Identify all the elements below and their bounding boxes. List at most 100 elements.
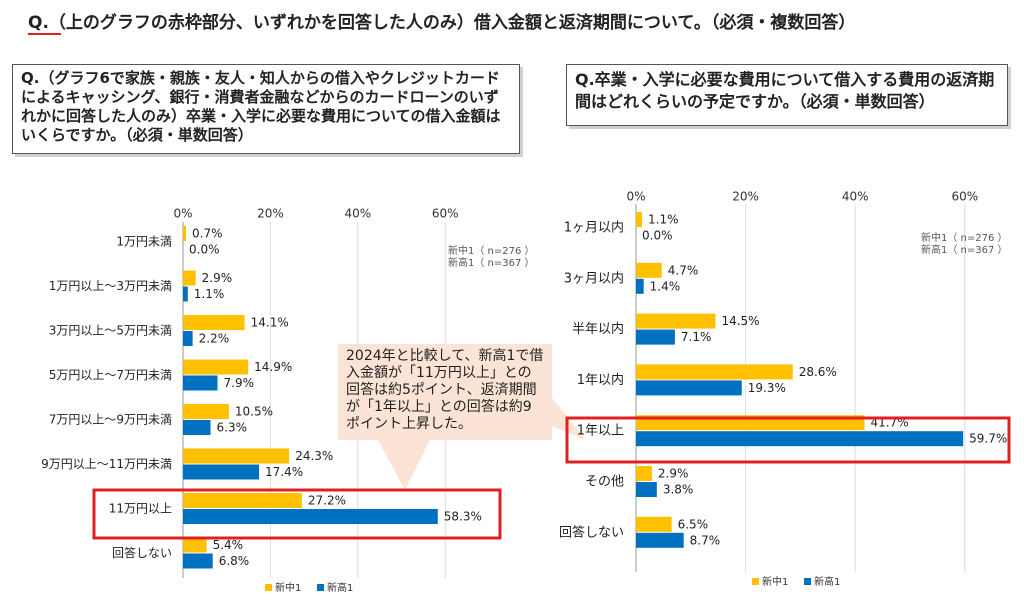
period-bar	[636, 380, 742, 396]
amount-data-label: 1.1%	[194, 287, 225, 301]
amount-sample-note: 新高1（ n=367 ）	[448, 256, 535, 269]
amount-legend-label: 新高1	[327, 581, 353, 594]
amount-data-label: 2.9%	[202, 271, 233, 285]
amount-data-label: 58.3%	[444, 510, 482, 524]
period-data-label: 2.9%	[658, 467, 689, 481]
amount-highlight-box	[92, 488, 502, 540]
amount-data-label: 17.4%	[265, 465, 303, 479]
period-data-label: 59.7%	[969, 432, 1007, 446]
period-tick-label: 20%	[732, 190, 759, 204]
amount-bar	[183, 448, 290, 464]
period-data-label: 1.1%	[648, 213, 679, 227]
amount-data-label: 6.8%	[219, 554, 250, 568]
period-tick-label: 40%	[842, 190, 869, 204]
amount-legend-label: 新中1	[275, 581, 301, 594]
amount-data-label: 5.4%	[213, 538, 244, 552]
period-data-label: 6.5%	[678, 517, 709, 531]
period-category-label: 回答しない	[559, 524, 624, 540]
amount-category-label: 回答しない	[112, 545, 172, 560]
period-legend-label: 新中1	[762, 575, 788, 588]
amount-legend-swatch	[265, 584, 272, 591]
amount-legend-swatch	[317, 584, 324, 591]
amount-bar	[183, 270, 196, 286]
amount-data-label: 7.9%	[224, 376, 255, 390]
period-category-label: 1年以内	[577, 372, 624, 388]
period-data-label: 7.1%	[681, 330, 712, 344]
period-category-label: その他	[585, 475, 624, 490]
period-bar	[636, 482, 657, 497]
period-bar	[636, 212, 643, 227]
period-bar	[636, 364, 793, 380]
period-bar	[636, 516, 672, 532]
page-title: Q.（上のグラフの赤枠部分、いずれかを回答した人のみ）借入金額と返済期間について…	[28, 13, 856, 33]
callout-pointer	[378, 440, 430, 490]
amount-data-label: 10.5%	[235, 405, 273, 419]
amount-category-label: 11万円以上	[109, 502, 172, 516]
period-data-label: 3.8%	[663, 483, 694, 497]
amount-bar	[183, 226, 187, 241]
amount-category-label: 7万円以上～9万円未満	[49, 413, 172, 427]
period-bar	[636, 278, 644, 294]
period-data-label: 19.3%	[748, 381, 786, 395]
amount-data-label: 27.2%	[308, 494, 346, 508]
amount-tick-label: 60%	[432, 207, 459, 221]
amount-data-label: 24.3%	[295, 449, 333, 463]
amount-bar	[183, 315, 245, 330]
period-category-label: 3ヶ月以内	[564, 270, 624, 286]
amount-tick-label: 0%	[173, 207, 192, 221]
period-data-label: 8.7%	[690, 533, 721, 547]
period-bar	[636, 431, 964, 447]
amount-bar	[183, 464, 260, 480]
amount-data-label: 0.0%	[189, 243, 220, 257]
period-sample-note: 新中1（ n=276 ）	[921, 231, 1008, 244]
amount-data-label: 14.1%	[251, 316, 289, 330]
period-legend-swatch	[804, 578, 811, 585]
period-data-label: 1.4%	[650, 279, 681, 293]
amount-data-label: 6.3%	[217, 421, 248, 435]
amount-bar	[183, 509, 438, 524]
amount-category-label: 9万円以上～11万円未満	[41, 457, 172, 471]
amount-category-label: 1万円以上～3万円未満	[49, 279, 172, 293]
callout-annotation: 2024年と比較して、新高1で借入金額が「11万円以上」との回答は約5ポイント、…	[338, 344, 552, 440]
amount-data-label: 2.2%	[199, 332, 230, 346]
left-question-box: Q.（グラフ6で家族・親族・友人・知人からの借入やクレジットカードによるキャッシ…	[12, 64, 520, 154]
amount-category-label: 3万円以上～5万円未満	[49, 324, 172, 338]
period-data-label: 4.7%	[668, 263, 699, 277]
period-bar	[636, 466, 652, 481]
period-bar	[636, 329, 675, 345]
period-tick-label: 0%	[626, 190, 645, 204]
period-bar	[636, 313, 716, 329]
period-category-label: 1年以上	[577, 424, 624, 439]
amount-bar	[183, 331, 193, 346]
amount-tick-label: 20%	[257, 207, 284, 221]
period-bar	[636, 532, 684, 548]
amount-bar	[183, 359, 249, 375]
period-category-label: 半年以内	[572, 321, 624, 337]
amount-bar	[183, 404, 229, 419]
amount-tick-label: 40%	[344, 207, 371, 221]
amount-bar	[183, 553, 213, 569]
amount-sample-note: 新中1（ n=276 ）	[448, 244, 535, 257]
amount-bar	[183, 420, 211, 435]
amount-data-label: 14.9%	[254, 360, 292, 374]
period-tick-label: 60%	[951, 190, 978, 204]
right-question-box: Q.卒業・入学に必要な費用について借入する費用の返済期間はどれくらいの予定ですか…	[566, 64, 1008, 126]
amount-data-label: 0.7%	[192, 227, 223, 241]
amount-bar	[183, 375, 218, 391]
amount-bar	[183, 537, 207, 553]
period-data-label: 0.0%	[642, 229, 673, 243]
period-legend-label: 新高1	[814, 575, 840, 588]
period-highlight-box	[565, 416, 1011, 464]
title-underline	[28, 33, 61, 35]
period-data-label: 28.6%	[799, 365, 837, 379]
amount-bar	[183, 493, 302, 508]
period-data-label: 14.5%	[721, 314, 759, 328]
period-category-label: 1ヶ月以内	[564, 220, 624, 236]
period-legend-swatch	[752, 578, 759, 585]
period-bar	[636, 262, 662, 278]
amount-category-label: 5万円以上～7万円未満	[49, 368, 172, 382]
period-sample-note: 新高1（ n=367 ）	[921, 243, 1008, 256]
amount-bar	[183, 286, 188, 302]
amount-category-label: 1万円未満	[116, 235, 172, 249]
